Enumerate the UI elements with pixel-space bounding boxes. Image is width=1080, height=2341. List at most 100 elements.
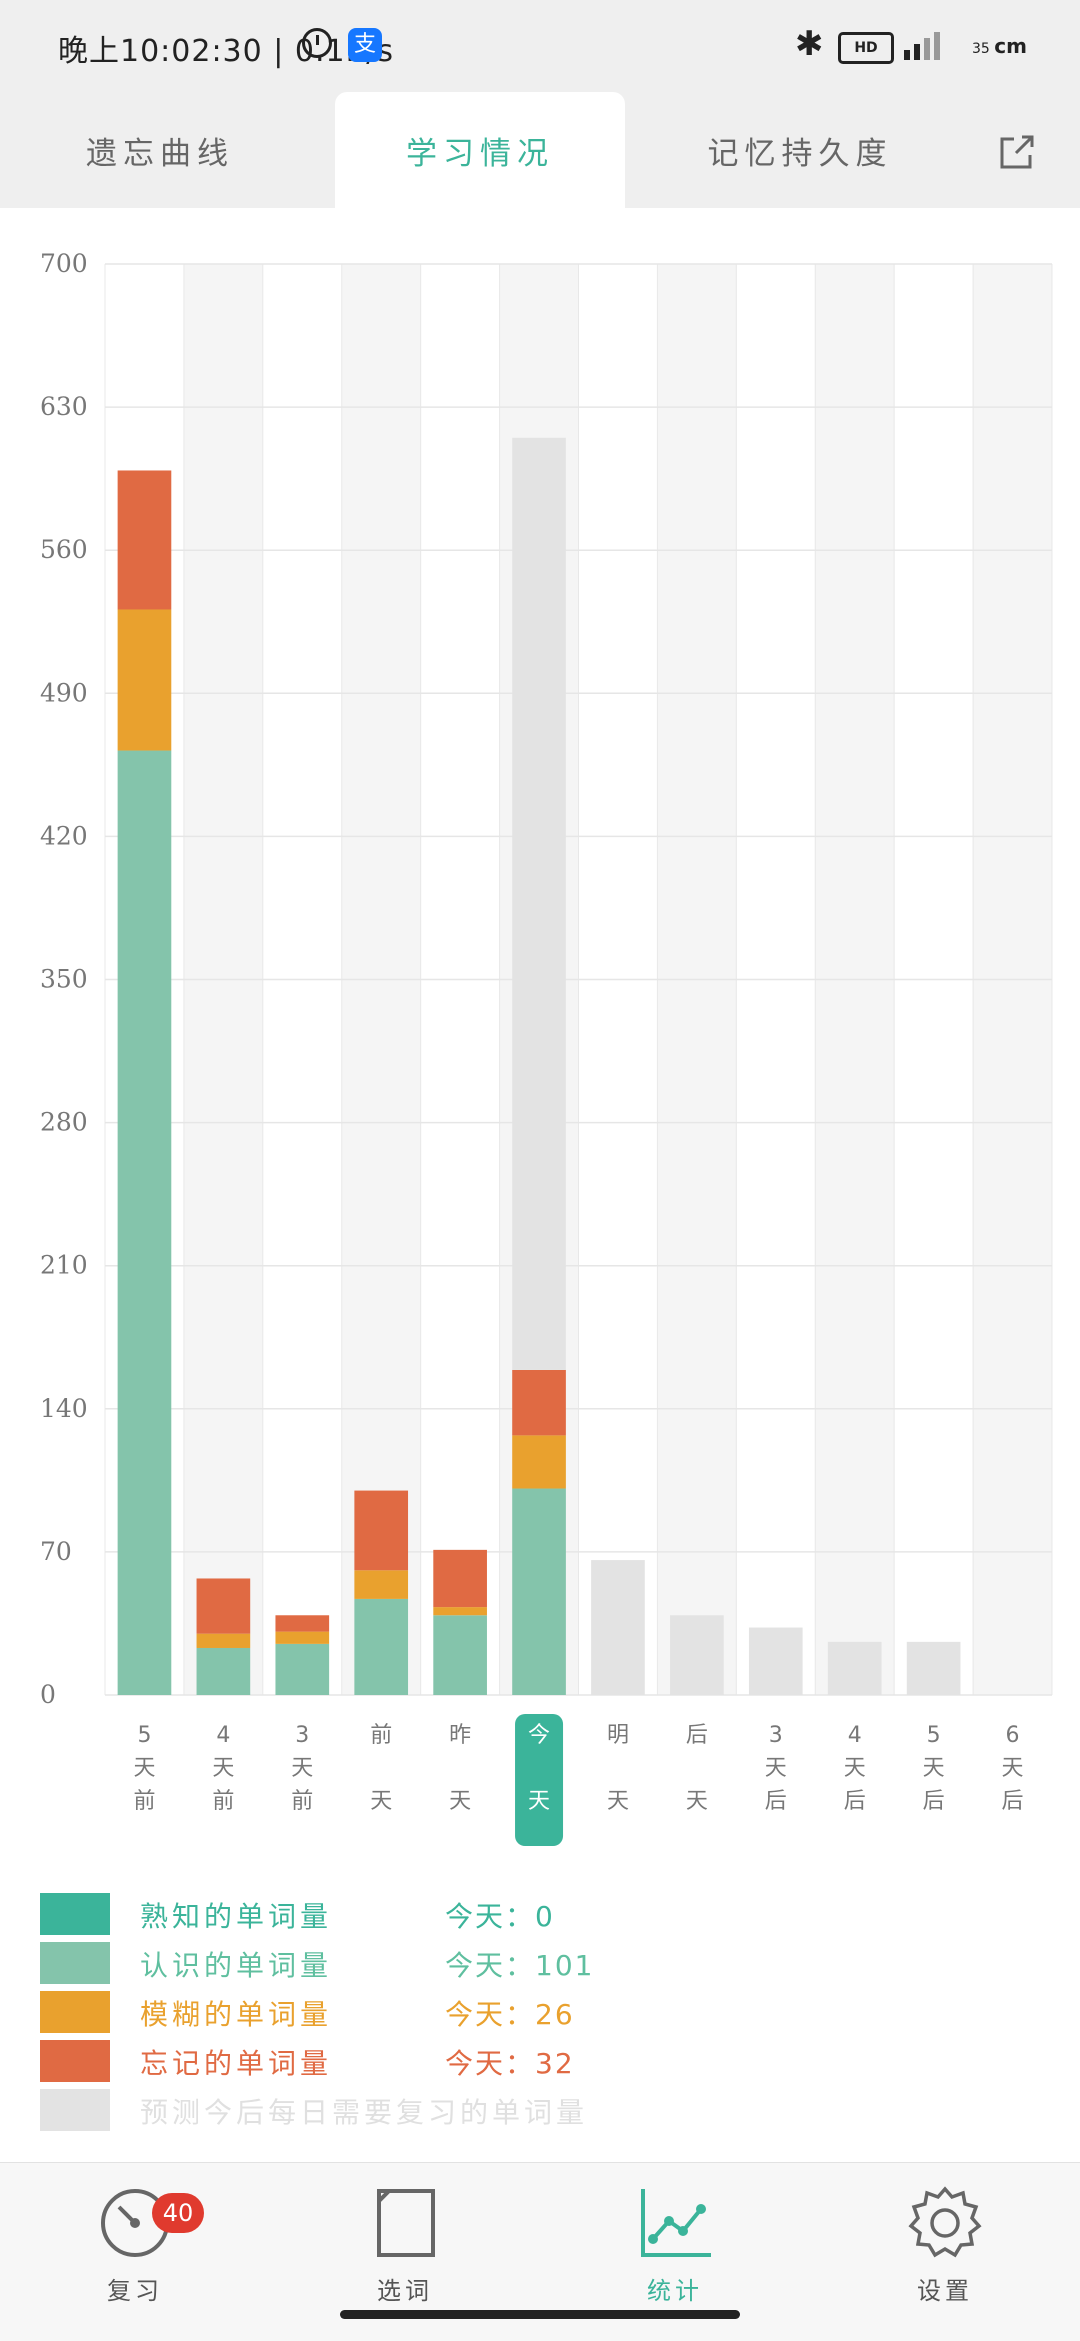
x-tick-label: 3 [769,1723,783,1748]
x-tick-label: 5 [927,1723,941,1748]
status-bar: 晚上10:02:30 | 0.1K/s 支 ✱ HD 35 cm [0,0,1080,92]
x-tick-label: 天 [370,1789,392,1814]
x-tick-label: 天 [212,1756,234,1781]
x-tick-label: 天 [291,1756,313,1781]
legend-item-known: 熟知的单词量 今天：0 [40,1893,1040,1937]
book-icon [377,2189,435,2257]
battery-unit: cm [994,34,1027,58]
x-tick-label: 4 [216,1723,230,1748]
legend-swatch-forgotten [40,2040,110,2082]
x-tick-label: 5 [137,1723,151,1748]
bar-fuzzy [275,1631,330,1644]
bar-forgotten [117,470,172,610]
bar-forgotten [196,1578,251,1634]
x-tick-label: 6 [1006,1723,1020,1748]
x-tick-label: 天 [844,1756,866,1781]
nav-label: 设置 [917,2277,973,2305]
x-tick-label: 天 [528,1789,550,1814]
tab-bar: 遗忘曲线 学习情况 记忆持久度 [0,92,1080,208]
signal-icon [904,32,940,60]
y-tick-label: 490 [40,678,88,707]
x-tick-label: 明 [607,1723,629,1748]
nav-settings[interactable]: 设置 [870,2183,1020,2313]
tab-memory-durability[interactable]: 记忆持久度 [707,136,893,172]
legend-today-value: 今天：0 [445,1900,555,1933]
x-tick-label: 3 [295,1723,309,1748]
bar-predicted [670,1615,724,1695]
bar-fuzzy [196,1633,251,1648]
bar-forgotten [512,1369,566,1436]
bar-recognized [433,1615,487,1695]
nav-select-words[interactable]: 选词 [330,2183,480,2313]
legend-label: 认识的单词量 [140,1949,333,1982]
y-tick-label: 280 [40,1108,88,1137]
y-tick-label: 140 [40,1394,88,1423]
x-tick-label: 昨 [449,1723,471,1748]
x-tick-label: 前 [133,1789,155,1814]
alipay-icon: 支 [348,28,382,62]
legend-item-recognized: 认识的单词量 今天：101 [40,1942,1040,1986]
x-tick-label: 天 [133,1756,155,1781]
battery-value: 35 [972,41,990,57]
stacked-bar-chart: 0701402102803504204905606307005天前4天前3天前前… [40,249,1053,1846]
today-highlight [515,1714,564,1846]
legend-item-fuzzy: 模糊的单词量 今天：26 [40,1991,1040,2035]
bar-predicted [906,1641,961,1695]
y-tick-label: 700 [40,249,88,278]
bar-forgotten [433,1549,487,1608]
bar-fuzzy [354,1570,409,1599]
x-tick-label: 天 [1002,1756,1024,1781]
y-tick-label: 70 [40,1537,72,1566]
bluetooth-icon: ✱ [795,24,824,64]
bar-recognized [354,1598,409,1695]
home-indicator [340,2310,740,2319]
y-tick-label: 0 [40,1680,56,1709]
bar-predicted [512,437,566,1370]
x-tick-label: 后 [765,1789,787,1814]
review-count-badge: 40 [152,2193,204,2233]
tab-study-status[interactable]: 学习情况 [335,92,625,208]
legend-swatch-predicted [40,2089,110,2131]
nav-statistics[interactable]: 统计 [600,2183,750,2313]
legend-today-value: 今天：32 [445,2047,575,2080]
legend-label: 模糊的单词量 [140,1998,333,2031]
alarm-icon [302,28,332,58]
x-tick-label: 后 [844,1789,866,1814]
y-tick-label: 350 [40,965,88,994]
hd-signal-icon: HD [838,32,894,64]
bar-recognized [117,750,172,1695]
nav-review[interactable]: 40 复习 [60,2183,210,2313]
legend-item-forgotten: 忘记的单词量 今天：32 [40,2040,1040,2084]
tab-forgetting-curve[interactable]: 遗忘曲线 [86,136,234,172]
legend-label: 忘记的单词量 [140,2047,333,2080]
y-tick-label: 420 [40,821,88,850]
x-tick-label: 天 [449,1789,471,1814]
legend-label: 熟知的单词量 [140,1900,333,1933]
x-tick-label: 前 [291,1789,313,1814]
status-time: 晚上10:02:30 | 0.1K/s [58,34,395,69]
nav-label: 选词 [377,2277,433,2305]
x-tick-label: 后 [923,1789,945,1814]
bar-predicted [827,1641,882,1695]
bar-fuzzy [512,1435,566,1489]
study-chart: 0 70 140 210 280 350 420 490 560 630 700 5 天前 4 天前 3 天前前… [0,208,1080,1858]
bar-predicted [591,1560,645,1695]
nav-label: 复习 [107,2277,163,2305]
x-tick-label: 天 [765,1756,787,1781]
x-tick-label: 前 [212,1789,234,1814]
x-tick-label: 天 [686,1789,708,1814]
bar-recognized [512,1488,566,1695]
battery-indicator: 35 cm [972,34,1027,58]
share-icon[interactable] [998,133,1036,171]
legend-item-predicted: 预测今后每日需要复习的单词量 [40,2089,1040,2133]
x-tick-label: 后 [1002,1789,1024,1814]
bar-forgotten [354,1490,409,1571]
legend-label: 预测今后每日需要复习的单词量 [140,2096,589,2129]
legend-today-value: 今天：26 [445,1998,575,2031]
y-tick-label: 630 [40,392,88,421]
gear-icon [908,2186,982,2258]
y-tick-label: 210 [40,1251,88,1280]
bottom-nav: 40 复习 选词 统计 设置 [0,2162,1080,2341]
x-tick-label: 后 [686,1723,708,1748]
y-tick-label: 560 [40,535,88,564]
